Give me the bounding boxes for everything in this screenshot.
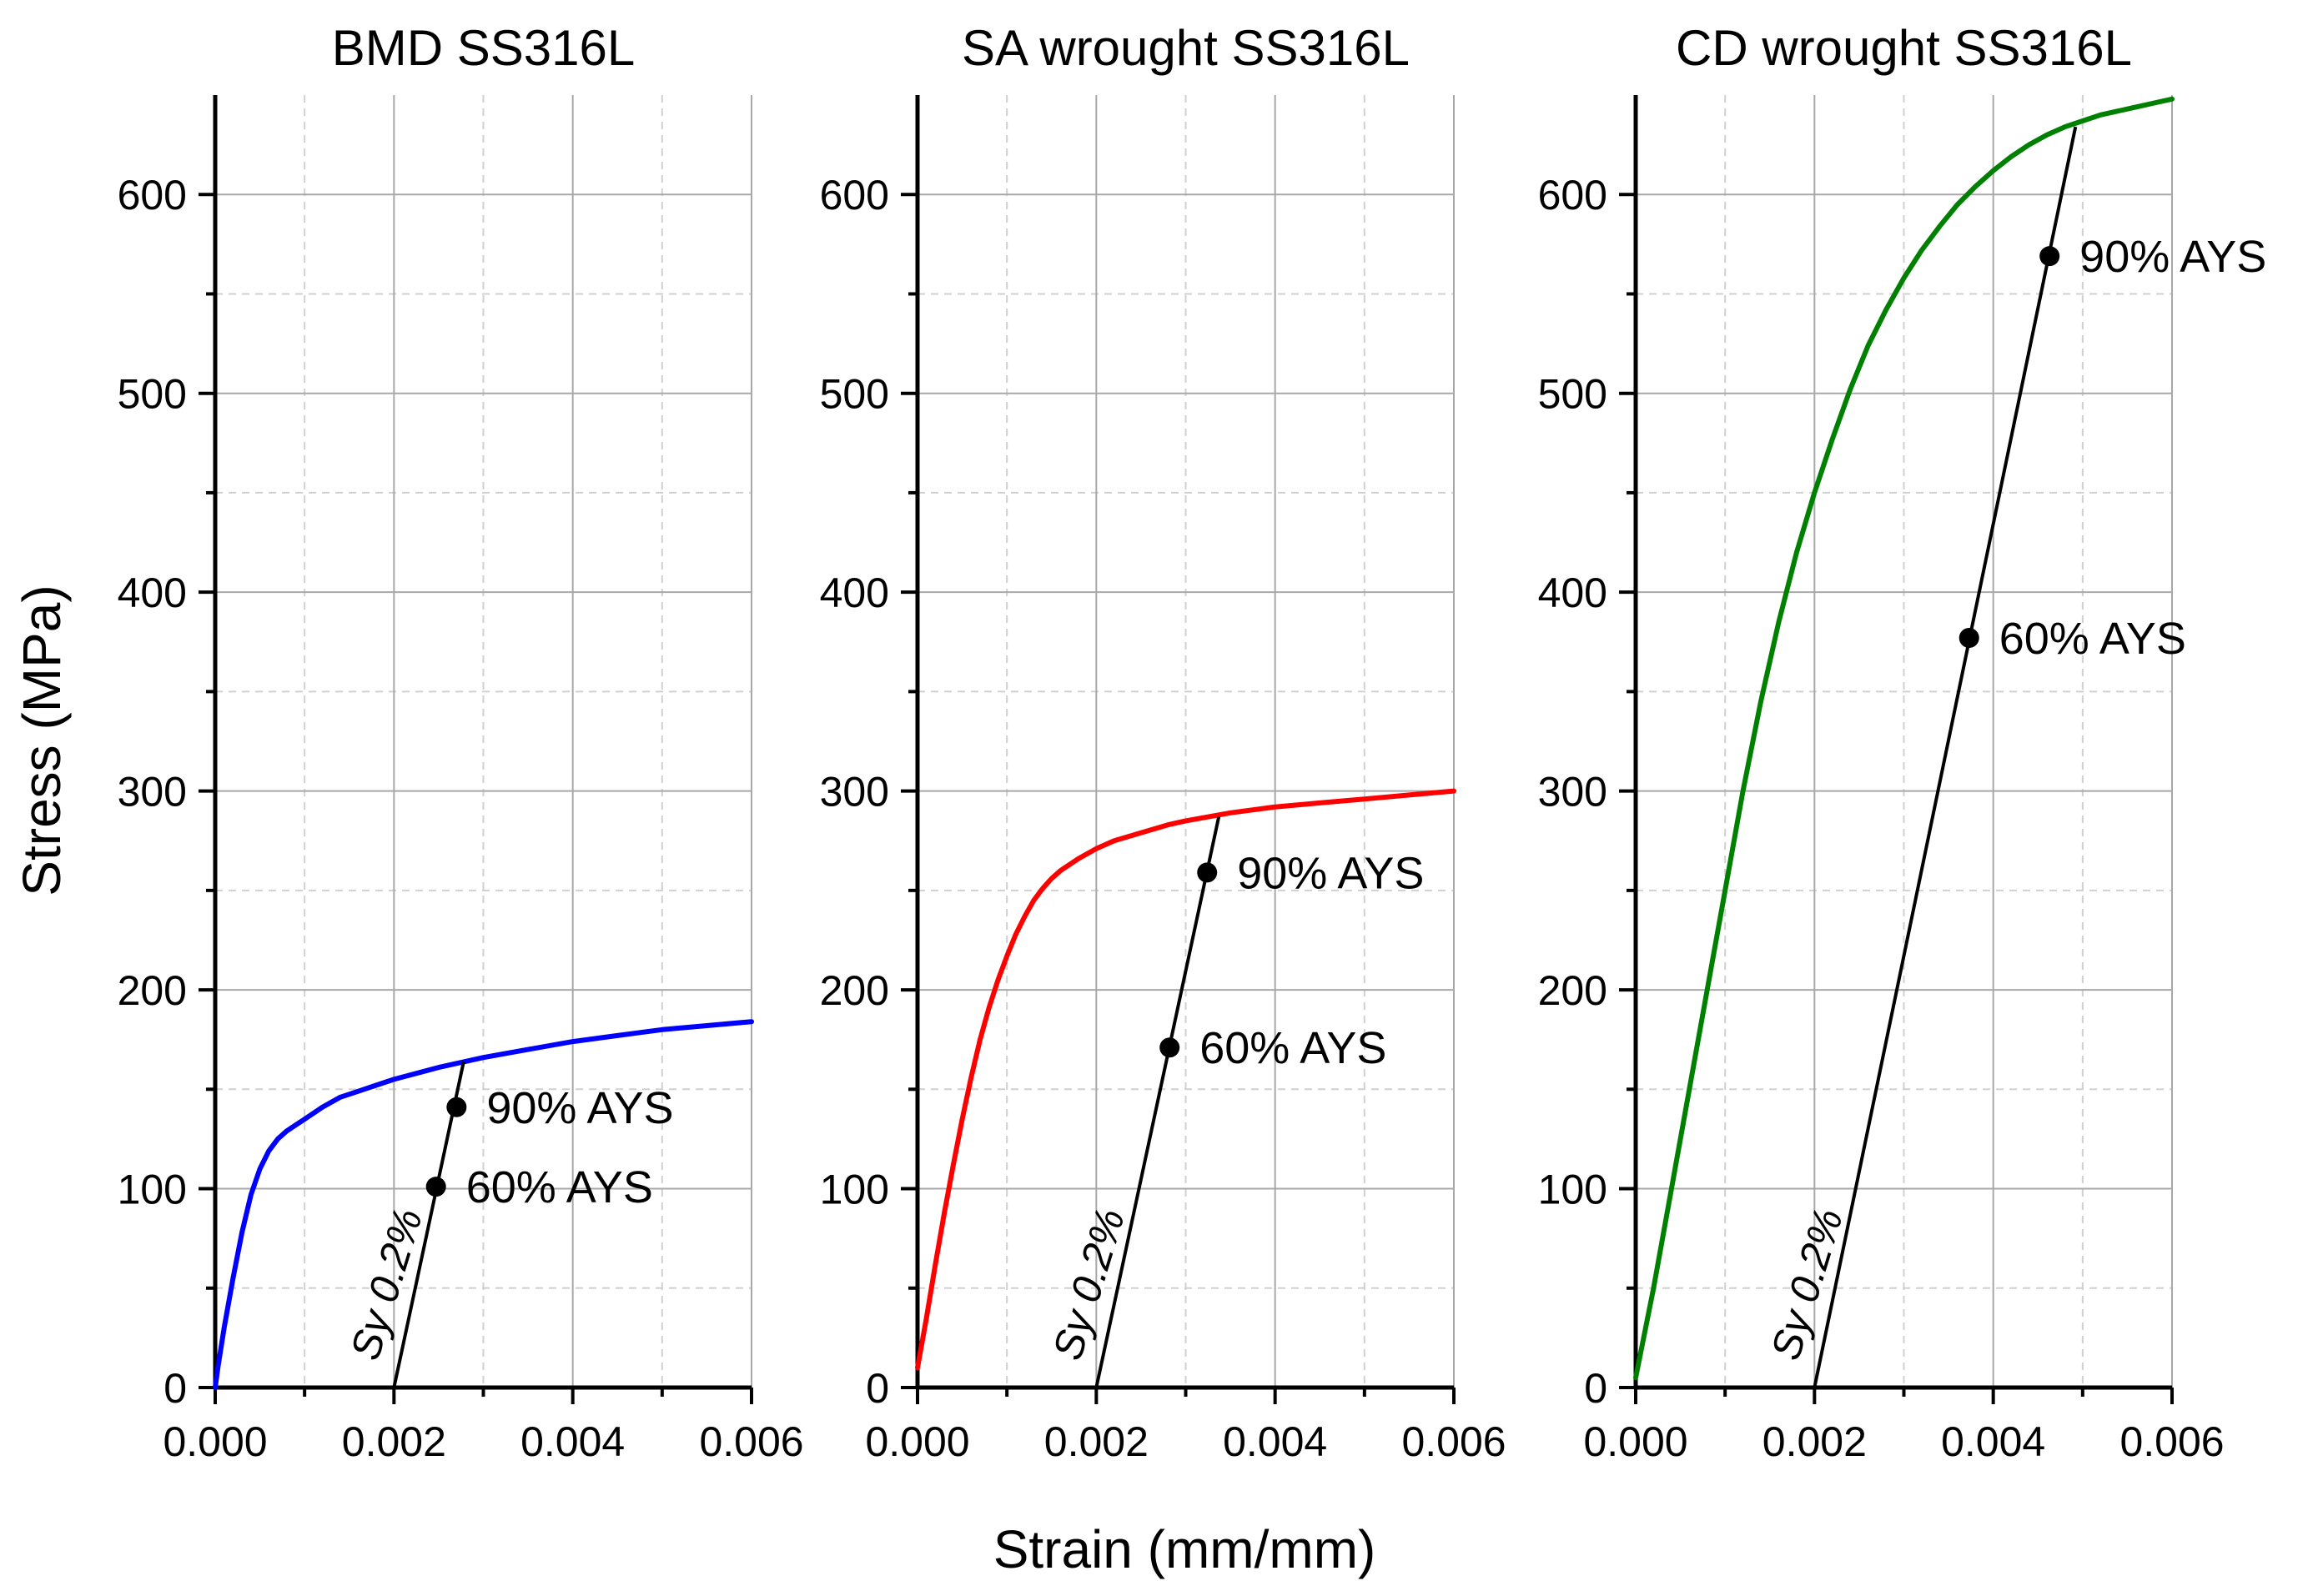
ays-point-label: 90% AYS [486, 1083, 673, 1133]
panel-title: CD wrought SS316L [1676, 20, 2132, 76]
y-tick-label: 300 [1538, 769, 1607, 816]
y-tick-label: 500 [1538, 371, 1607, 418]
y-tick-label: 500 [820, 371, 889, 418]
y-tick-label: 200 [1538, 967, 1607, 1014]
y-tick-label: 200 [118, 967, 187, 1014]
y-tick-label: 0 [163, 1365, 187, 1412]
ays-point [1959, 628, 1979, 648]
y-tick-label: 100 [820, 1167, 889, 1213]
ays-point [425, 1177, 446, 1197]
y-tick-label: 0 [1584, 1365, 1607, 1412]
x-tick-label: 0.002 [342, 1418, 446, 1465]
ays-point-label: 90% AYS [2079, 232, 2266, 282]
y-axis-title: Stress (MPa) [12, 585, 72, 896]
y-tick-label: 300 [118, 769, 187, 816]
stress-strain-curve [1633, 96, 2175, 1381]
panel-3: 0.000 0.002 0.004 0.006 0 100 200 300 400 500 600 C… [1538, 20, 2267, 1465]
y-tick-label: 300 [820, 769, 889, 816]
x-tick-label: 0.000 [1583, 1418, 1687, 1465]
offset-line [1813, 126, 2078, 1388]
panel-1: 0.000 0.002 0.004 0.006 0 100 200 300 400 500 600 B… [118, 20, 804, 1465]
y-tick-label: 400 [118, 570, 187, 616]
y-tick-label: 400 [820, 570, 889, 616]
y-tick-label: 200 [820, 967, 889, 1014]
y-tick-label: 600 [118, 172, 187, 218]
x-tick-label: 0.006 [699, 1418, 803, 1465]
y-tick-label: 600 [820, 172, 889, 218]
panel-title: SA wrought SS316L [962, 20, 1410, 76]
x-tick-label: 0.004 [520, 1418, 625, 1465]
offset-line [1094, 816, 1221, 1388]
x-axis-title: Strain (mm/mm) [993, 1519, 1376, 1579]
ays-point [446, 1097, 467, 1117]
x-tick-label: 0.006 [1401, 1418, 1506, 1465]
y-tick-label: 100 [1538, 1167, 1607, 1213]
y-tick-label: 400 [1538, 570, 1607, 616]
x-tick-label: 0.000 [865, 1418, 969, 1465]
ays-point-label: 60% AYS [1199, 1023, 1386, 1073]
stress-strain-curve [915, 788, 1456, 1371]
ays-point [1159, 1037, 1180, 1058]
ays-point-label: 90% AYS [1237, 848, 1424, 898]
x-tick-label: 0.004 [1941, 1418, 2045, 1465]
y-tick-label: 100 [118, 1167, 187, 1213]
ays-point [2039, 246, 2060, 267]
ays-point [1197, 862, 1218, 883]
x-tick-label: 0.002 [1044, 1418, 1149, 1465]
stress-strain-curve [213, 1019, 754, 1390]
y-tick-label: 0 [866, 1365, 889, 1412]
panel-title: BMD SS316L [332, 20, 636, 76]
ays-point-label: 60% AYS [466, 1162, 653, 1212]
x-tick-label: 0.004 [1223, 1418, 1327, 1465]
ays-point-label: 60% AYS [1999, 614, 2186, 664]
x-tick-label: 0.006 [2119, 1418, 2224, 1465]
x-tick-label: 0.002 [1762, 1418, 1867, 1465]
y-tick-label: 500 [118, 371, 187, 418]
y-tick-label: 600 [1538, 172, 1607, 218]
x-tick-label: 0.000 [163, 1418, 267, 1465]
